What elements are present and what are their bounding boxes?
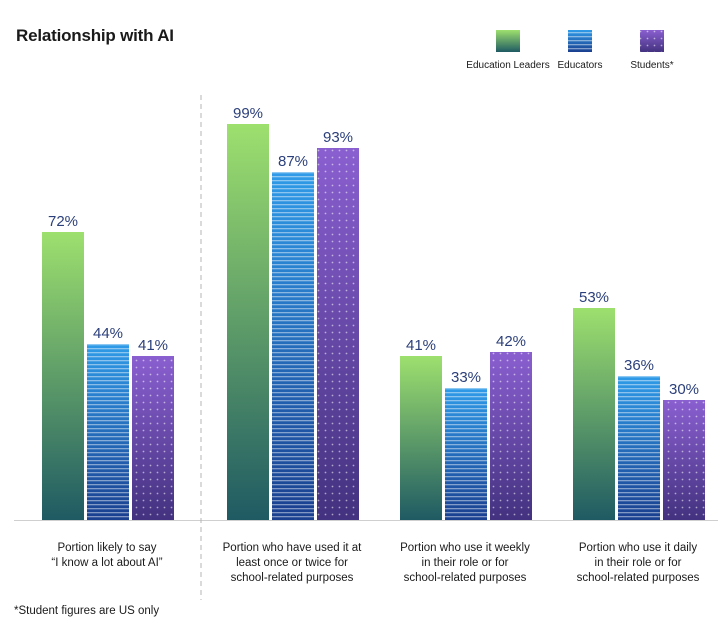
category-label: Portion who have used it at least once or… xyxy=(207,541,377,586)
data-label: 41% xyxy=(138,337,168,354)
bar-texture xyxy=(490,352,532,520)
data-label: 41% xyxy=(406,337,436,354)
category-label-line: school-related purposes xyxy=(230,572,354,584)
bar-texture xyxy=(272,172,314,520)
data-label: 53% xyxy=(579,289,609,306)
bar-texture xyxy=(663,400,705,520)
bar xyxy=(42,232,84,520)
footnote: *Student figures are US only xyxy=(14,605,160,617)
data-label: 33% xyxy=(451,369,481,386)
legend-label: Educators xyxy=(557,60,602,71)
category-label: Portion who use it weekly in their role o… xyxy=(380,541,550,586)
chart-title: Relationship with AI xyxy=(16,26,174,45)
legend-swatch-texture xyxy=(640,30,664,52)
category-label-line: in their role or for xyxy=(421,557,509,569)
data-label: 36% xyxy=(624,357,654,374)
bar-texture xyxy=(132,356,174,520)
category-label: Portion likely to say “I know a lot about… xyxy=(22,541,192,571)
data-label: 42% xyxy=(496,333,526,350)
category-label-line: Portion who use it weekly xyxy=(400,542,530,554)
legend-label: Students* xyxy=(630,60,673,71)
bar-texture xyxy=(317,148,359,520)
data-label: 99% xyxy=(233,105,263,122)
bar-texture xyxy=(87,344,129,520)
category-label-line: in their role or for xyxy=(594,557,682,569)
legend-swatch xyxy=(496,30,520,52)
data-label: 30% xyxy=(669,381,699,398)
legend-swatch-texture xyxy=(568,30,592,52)
bar xyxy=(400,356,442,520)
category-label-line: Portion likely to say xyxy=(57,542,157,554)
data-label: 93% xyxy=(323,129,353,146)
bar xyxy=(227,124,269,520)
category-label-line: least once or twice for xyxy=(236,557,348,569)
bar-texture xyxy=(618,376,660,520)
data-label: 87% xyxy=(278,153,308,170)
category-label-line: school-related purposes xyxy=(403,572,527,584)
data-label: 72% xyxy=(48,213,78,230)
data-label: 44% xyxy=(93,325,123,342)
category-label-line: Portion who use it daily xyxy=(578,542,698,554)
bar-texture xyxy=(445,388,487,520)
category-label: Portion who use it daily in their role or… xyxy=(553,541,720,586)
bar xyxy=(573,308,615,520)
category-label-line: Portion who have used it at xyxy=(222,542,362,554)
category-label-line: school-related purposes xyxy=(576,572,700,584)
category-label-line: “I know a lot about AI” xyxy=(51,557,163,569)
legend-label: Education Leaders xyxy=(466,60,549,71)
